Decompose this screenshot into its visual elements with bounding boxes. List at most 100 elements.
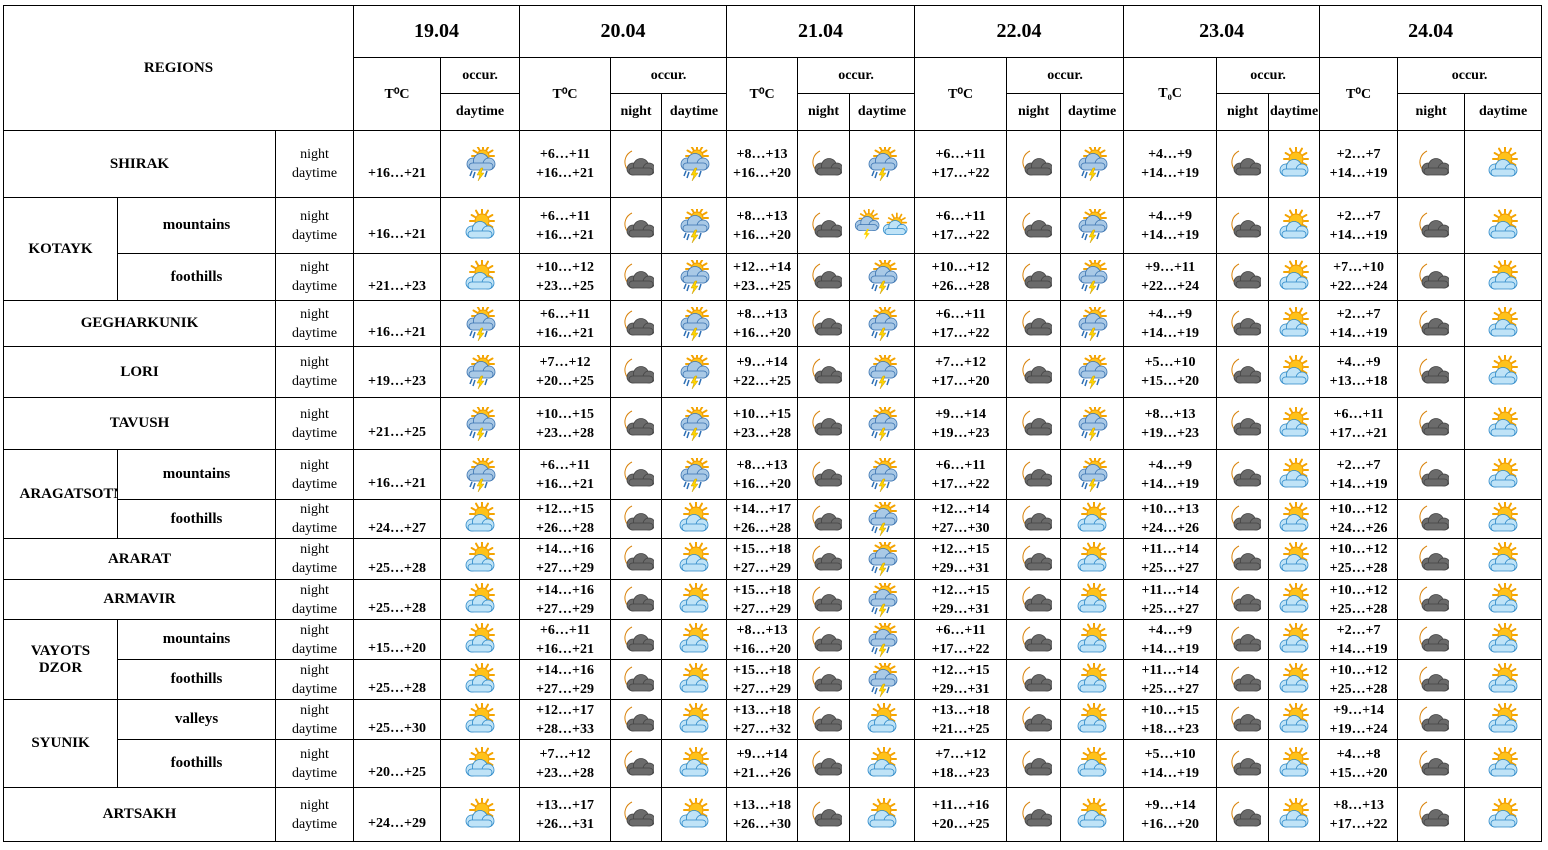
cloud-part [816,427,841,435]
sun-ray [476,355,481,359]
moon-cloud-icon [1419,545,1450,571]
period-header: night [610,93,663,131]
moon-cloud-icon [811,801,842,826]
cloud [814,417,842,435]
icon-cell [610,300,663,347]
icon-cell [1006,253,1062,301]
cloud [465,674,495,692]
sun-cloud-icon [465,702,496,732]
sun-ray [878,260,883,264]
sun-cloud-icon [1488,662,1519,692]
rain [871,481,875,487]
temp-range: +21…+23 [368,278,426,294]
sun-ray [859,212,865,217]
moon-cloud-icon [1230,263,1261,289]
sun-ray [878,306,883,311]
temp-cell: +4…+9 +14…+19 [1123,619,1218,660]
cloud [679,758,709,776]
moon-cloud-icon [1021,505,1052,531]
icon-cell [849,699,916,740]
sun-ray [889,717,896,722]
temp-range: +16…+21 [368,325,426,340]
temp-range: +13…+18 [733,797,792,813]
icon-cell [1268,346,1321,398]
sun-storm-icon [868,502,898,536]
temp-header: T⁰C [519,57,612,131]
moon-cloud-icon [1230,410,1261,435]
icon-cell [797,579,851,620]
temp-range: +7…+12 [935,746,987,762]
temp-cell: +8…+13 +16…+20 [726,197,799,254]
rain [874,284,878,292]
period-header: daytime [440,93,521,131]
cloud [814,468,842,486]
sun-cloud-icon [679,662,710,692]
icon-cell [1268,538,1321,580]
sun-ray [689,747,694,753]
cloud [1421,553,1450,571]
rain [698,481,702,488]
sun-ray [1511,152,1517,156]
cloud [867,809,897,827]
moon-cloud-icon [1021,310,1052,335]
sun-ray [887,306,892,311]
moon-cloud-icon [624,505,655,531]
temp-cell: +7…+12 +20…+25 [519,346,612,398]
occur-header: occur. [1006,57,1125,94]
lightning [878,562,887,576]
sun-ray [476,306,481,311]
sun-ray [1301,627,1308,632]
icon-cell [440,397,521,450]
icon-cell [440,130,521,198]
cloud [1233,713,1261,731]
temp-cell: +6…+11 +16…+21 [519,449,612,500]
rain [1096,283,1100,291]
temp-cell: +5…+10 +15…+20 [1123,346,1218,398]
sun-ray [689,663,694,669]
sun-cloud-icon [1488,355,1519,385]
region-name: SYUNIK [31,735,90,751]
cloud-part [1490,428,1516,436]
cloud [1077,514,1107,532]
sun-ray [877,703,882,709]
cloud-part [1490,376,1516,385]
sun-cloud-icon [867,702,898,732]
sun-storm-icon [466,406,496,441]
sun-ray [1099,517,1106,521]
sun-ray [1493,411,1500,416]
cloud [1077,594,1107,612]
rain [1081,283,1085,290]
cloud-part [1026,167,1051,176]
temp-range: +21…+25 [931,721,990,737]
rain [698,170,702,178]
period-label: night [300,306,329,322]
rain [874,607,878,614]
sun-ray [878,662,883,667]
sun-ray [1511,751,1517,756]
icon-cell [1268,699,1321,740]
sun-ray [487,627,494,632]
sun-storm-icon [868,542,898,576]
cloud-part [884,227,906,235]
sun-ray [1099,627,1106,632]
sun-ray [1498,458,1503,464]
temp-range: +2…+7 [1336,457,1381,473]
sun-cloud-icon [1488,582,1519,612]
temp-range: +7…+12 [935,355,987,370]
cloud [868,463,898,481]
sun-ray [1508,147,1513,154]
moon-cloud-icon [1230,358,1261,384]
temp-range: +12…+17 [536,702,594,718]
cloud [1024,468,1052,486]
rain [1096,170,1100,178]
region-row: foothills night daytime +24…+27 +12…+15 +26…… [4,499,1543,539]
temp-range: +15…+20 [368,641,426,656]
sun-ray [1508,663,1513,669]
moon-cloud-icon [624,461,655,486]
sun-cloud-icon [679,702,710,732]
sun-ray [1087,798,1092,804]
sun-ray [684,547,691,551]
icon-cell [661,300,728,347]
lightning [476,427,485,441]
cloud [680,153,710,171]
